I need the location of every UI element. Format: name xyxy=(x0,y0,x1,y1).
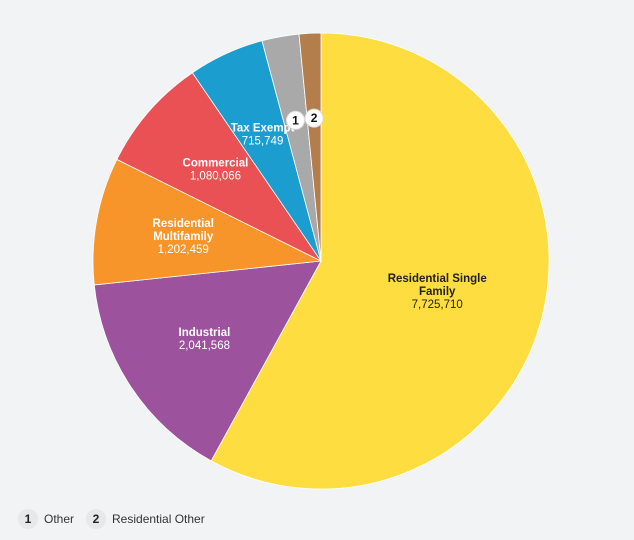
svg-text:7,725,710: 7,725,710 xyxy=(412,299,463,311)
svg-text:1,202,459: 1,202,459 xyxy=(158,244,209,256)
svg-text:Family: Family xyxy=(419,286,456,298)
svg-text:Multifamily: Multifamily xyxy=(153,231,214,243)
legend-label: Residential Other xyxy=(112,512,205,526)
slice-badge: 1 xyxy=(286,110,306,130)
legend-item-residential-other[interactable]: 2 Residential Other xyxy=(86,509,205,529)
pie-slice-residential-other[interactable] xyxy=(298,32,322,262)
svg-text:Residential Single: Residential Single xyxy=(388,273,487,285)
pie-slice-residential-single-family[interactable] xyxy=(210,32,550,490)
pie-slice-industrial[interactable] xyxy=(93,260,322,462)
svg-text:715,749: 715,749 xyxy=(242,135,284,147)
slice-badge: 2 xyxy=(304,108,324,128)
svg-text:1,080,066: 1,080,066 xyxy=(190,171,241,183)
svg-text:Residential: Residential xyxy=(153,218,214,230)
legend-label: Other xyxy=(44,512,75,526)
chart-legend: 1 Other 2 Residential Other xyxy=(18,509,217,529)
svg-text:Industrial: Industrial xyxy=(179,327,231,339)
legend-item-other[interactable]: 1 Other xyxy=(18,509,74,529)
svg-text:2: 2 xyxy=(311,111,318,125)
svg-text:2,041,568: 2,041,568 xyxy=(179,340,230,352)
legend-badge: 1 xyxy=(18,509,38,529)
svg-text:Commercial: Commercial xyxy=(183,158,249,170)
svg-text:1: 1 xyxy=(292,113,299,127)
pie-slice-commercial[interactable] xyxy=(116,72,323,263)
svg-text:Tax Exempt: Tax Exempt xyxy=(231,122,295,134)
legend-badge: 2 xyxy=(86,509,107,529)
pie-slice-residential-multifamily[interactable] xyxy=(92,158,323,286)
